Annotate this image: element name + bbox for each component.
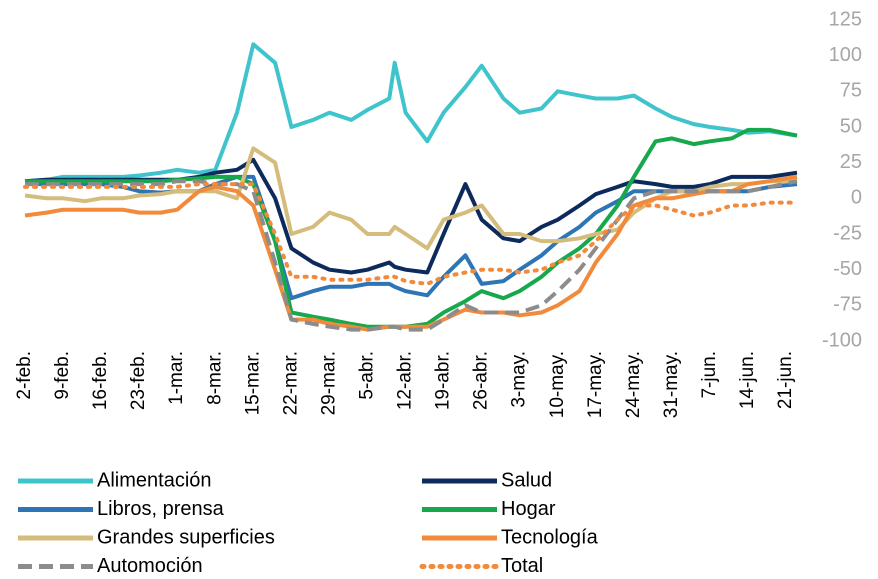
legend-label: Alimentación [97,469,212,491]
legend-label: Total [501,555,543,577]
y-tick-label: -100 [822,329,862,351]
y-tick-label: 0 [851,187,862,209]
y-tick-label: -50 [833,258,862,280]
y-tick-label: -75 [833,294,862,316]
series-line [23,182,799,286]
x-tick-label: 31-may. [661,351,682,418]
legend-label: Hogar [501,498,556,520]
y-tick-label: 100 [829,44,862,66]
x-tick-label: 10-may. [547,351,568,418]
legend-label: Salud [501,469,552,491]
y-tick-label: -25 [833,222,862,244]
x-tick-label: 17-may. [585,351,606,418]
y-tick-label: 75 [840,80,862,102]
series-line [25,127,798,329]
legend-label: Tecnología [501,526,599,548]
y-tick-label: 125 [829,8,862,30]
x-tick-label: 16-feb. [90,351,111,410]
x-tick-label: 8-mar. [204,351,225,405]
legend-label: Grandes superficies [97,526,275,548]
x-tick-label: 9-feb. [52,351,73,400]
legend-label: Automoción [97,555,203,577]
x-tick-label: 2-feb. [14,351,35,400]
x-tick-label: 19-abr. [433,351,454,410]
x-tick-label: 1-mar. [166,351,187,405]
x-tick-label: 29-mar. [318,351,339,415]
series-line [25,179,798,332]
x-tick-label: 15-mar. [242,351,263,415]
x-tick-label: 22-mar. [280,351,301,415]
y-tick-label: 25 [840,151,862,173]
series-line [24,42,798,184]
y-tick-label: 50 [840,115,862,137]
x-tick-label: 21-jun. [775,351,796,409]
x-tick-label: 24-may. [623,351,644,418]
x-tick-label: 12-abr. [395,351,416,410]
x-tick-label: 14-jun. [737,351,758,409]
series-line [24,174,798,332]
x-tick-label: 3-may. [509,351,530,408]
x-tick-label: 26-abr. [471,351,492,410]
x-tick-label: 23-feb. [128,351,149,410]
x-tick-label: 5-abr. [357,351,378,400]
legend-label: Libros, prensa [97,498,225,520]
x-tick-label: 7-jun. [699,351,720,399]
